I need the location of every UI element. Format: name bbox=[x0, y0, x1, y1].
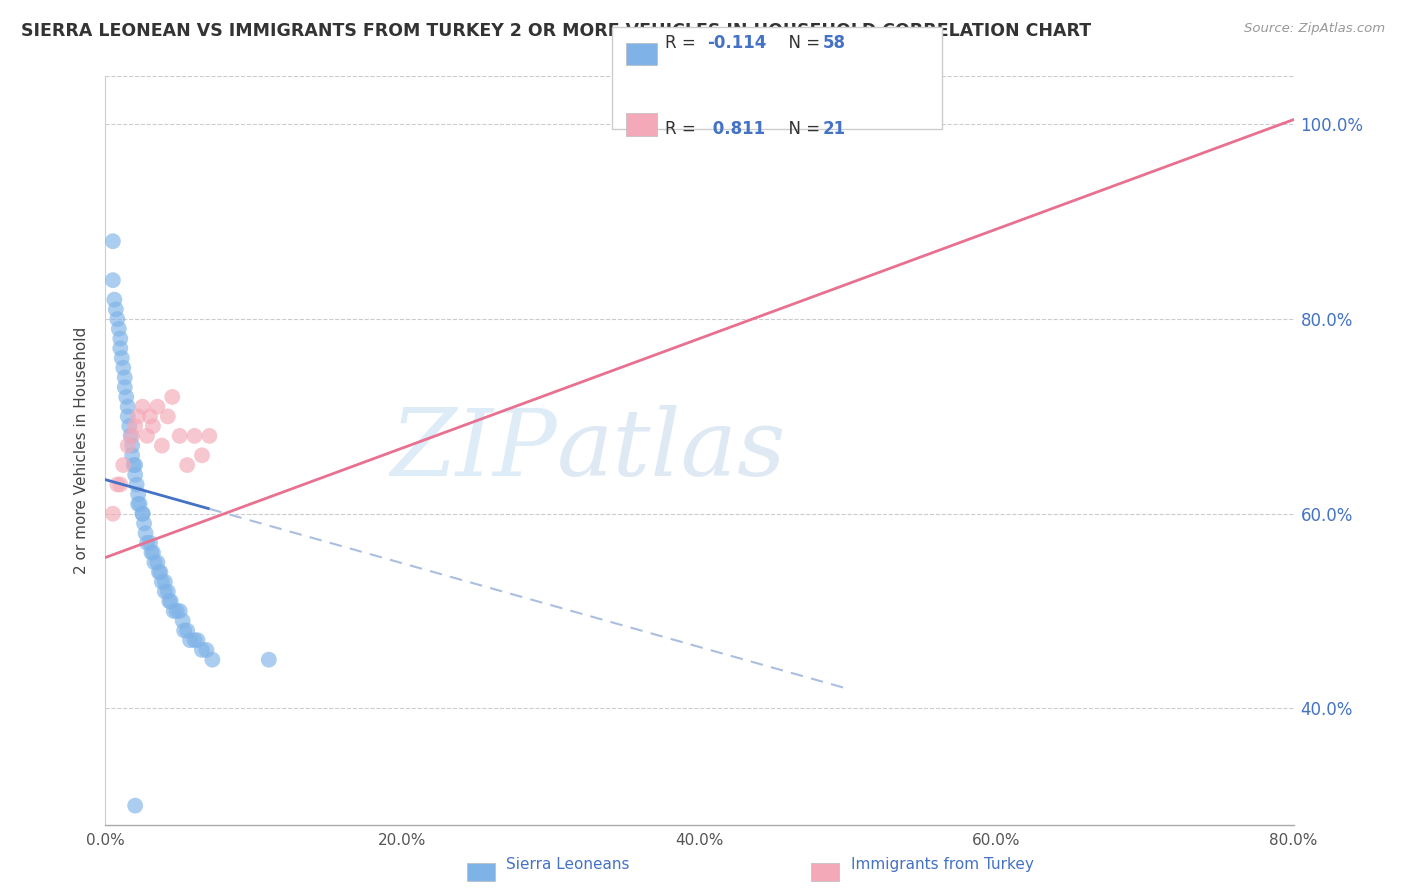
Point bbox=[157, 594, 180, 608]
Y-axis label: 2 or more Vehicles in Household: 2 or more Vehicles in Household bbox=[75, 326, 90, 574]
Point bbox=[132, 516, 155, 531]
Point bbox=[105, 312, 128, 326]
Point bbox=[122, 458, 145, 472]
Text: 21: 21 bbox=[823, 120, 845, 138]
Point bbox=[198, 429, 221, 443]
Point bbox=[124, 419, 146, 434]
Point bbox=[121, 448, 143, 462]
Point bbox=[146, 555, 169, 569]
Point bbox=[112, 360, 135, 375]
Point bbox=[127, 497, 149, 511]
Point bbox=[169, 429, 191, 443]
Text: ZIP: ZIP bbox=[391, 406, 557, 495]
Text: Source: ZipAtlas.com: Source: ZipAtlas.com bbox=[1244, 22, 1385, 36]
Point bbox=[121, 429, 143, 443]
Text: Immigrants from Turkey: Immigrants from Turkey bbox=[851, 857, 1033, 872]
Point bbox=[125, 477, 148, 491]
Point bbox=[136, 429, 159, 443]
Point bbox=[153, 574, 176, 589]
Text: Sierra Leoneans: Sierra Leoneans bbox=[506, 857, 630, 872]
Point bbox=[101, 507, 124, 521]
Point bbox=[179, 633, 201, 648]
Point bbox=[169, 604, 191, 618]
Point bbox=[150, 439, 173, 453]
Point bbox=[148, 565, 170, 579]
Point bbox=[176, 458, 198, 472]
Point bbox=[124, 798, 146, 813]
Point bbox=[118, 419, 141, 434]
Point bbox=[150, 574, 173, 589]
Text: N =: N = bbox=[778, 120, 825, 138]
Text: SIERRA LEONEAN VS IMMIGRANTS FROM TURKEY 2 OR MORE VEHICLES IN HOUSEHOLD CORRELA: SIERRA LEONEAN VS IMMIGRANTS FROM TURKEY… bbox=[21, 22, 1091, 40]
Text: 58: 58 bbox=[823, 34, 845, 52]
Point bbox=[104, 302, 127, 317]
Point bbox=[162, 390, 184, 404]
Point bbox=[135, 526, 157, 541]
Point bbox=[108, 322, 131, 336]
Point bbox=[110, 332, 132, 346]
Text: -0.114: -0.114 bbox=[707, 34, 766, 52]
Text: N =: N = bbox=[778, 34, 825, 52]
Point bbox=[131, 507, 153, 521]
Point bbox=[146, 400, 169, 414]
Point bbox=[153, 584, 176, 599]
Point bbox=[124, 458, 146, 472]
Point bbox=[131, 507, 153, 521]
Point bbox=[156, 409, 179, 424]
Point bbox=[136, 536, 159, 550]
Point bbox=[111, 351, 134, 365]
Point bbox=[110, 477, 132, 491]
Text: atlas: atlas bbox=[557, 406, 786, 495]
Point bbox=[117, 439, 139, 453]
Point bbox=[166, 604, 188, 618]
Text: R =: R = bbox=[665, 34, 702, 52]
Point bbox=[139, 536, 162, 550]
Text: 0.811: 0.811 bbox=[707, 120, 765, 138]
Point bbox=[142, 546, 165, 560]
Point bbox=[114, 380, 136, 394]
Point bbox=[173, 624, 195, 638]
Point bbox=[257, 653, 280, 667]
Point bbox=[163, 604, 186, 618]
Point bbox=[127, 409, 149, 424]
Point bbox=[115, 390, 138, 404]
Point bbox=[139, 409, 162, 424]
Point bbox=[131, 400, 153, 414]
Point bbox=[117, 400, 139, 414]
Point bbox=[120, 429, 142, 443]
Point bbox=[117, 409, 139, 424]
Point bbox=[143, 555, 166, 569]
Point bbox=[159, 594, 181, 608]
Point bbox=[124, 467, 146, 482]
Point bbox=[101, 234, 124, 248]
Point bbox=[183, 429, 205, 443]
Point bbox=[127, 487, 149, 501]
Point bbox=[186, 633, 208, 648]
Point bbox=[176, 624, 198, 638]
Point bbox=[103, 293, 125, 307]
Point bbox=[195, 643, 218, 657]
Point bbox=[183, 633, 205, 648]
Point bbox=[191, 643, 214, 657]
Point bbox=[101, 273, 124, 287]
Point bbox=[112, 458, 135, 472]
Text: R =: R = bbox=[665, 120, 702, 138]
Point bbox=[172, 614, 194, 628]
Point bbox=[156, 584, 179, 599]
Point bbox=[141, 546, 163, 560]
Point bbox=[114, 370, 136, 384]
Point bbox=[121, 439, 143, 453]
Point bbox=[105, 477, 128, 491]
Point bbox=[128, 497, 150, 511]
Point bbox=[201, 653, 224, 667]
Point bbox=[142, 419, 165, 434]
Point bbox=[191, 448, 214, 462]
Point bbox=[110, 341, 132, 355]
Point bbox=[149, 565, 172, 579]
